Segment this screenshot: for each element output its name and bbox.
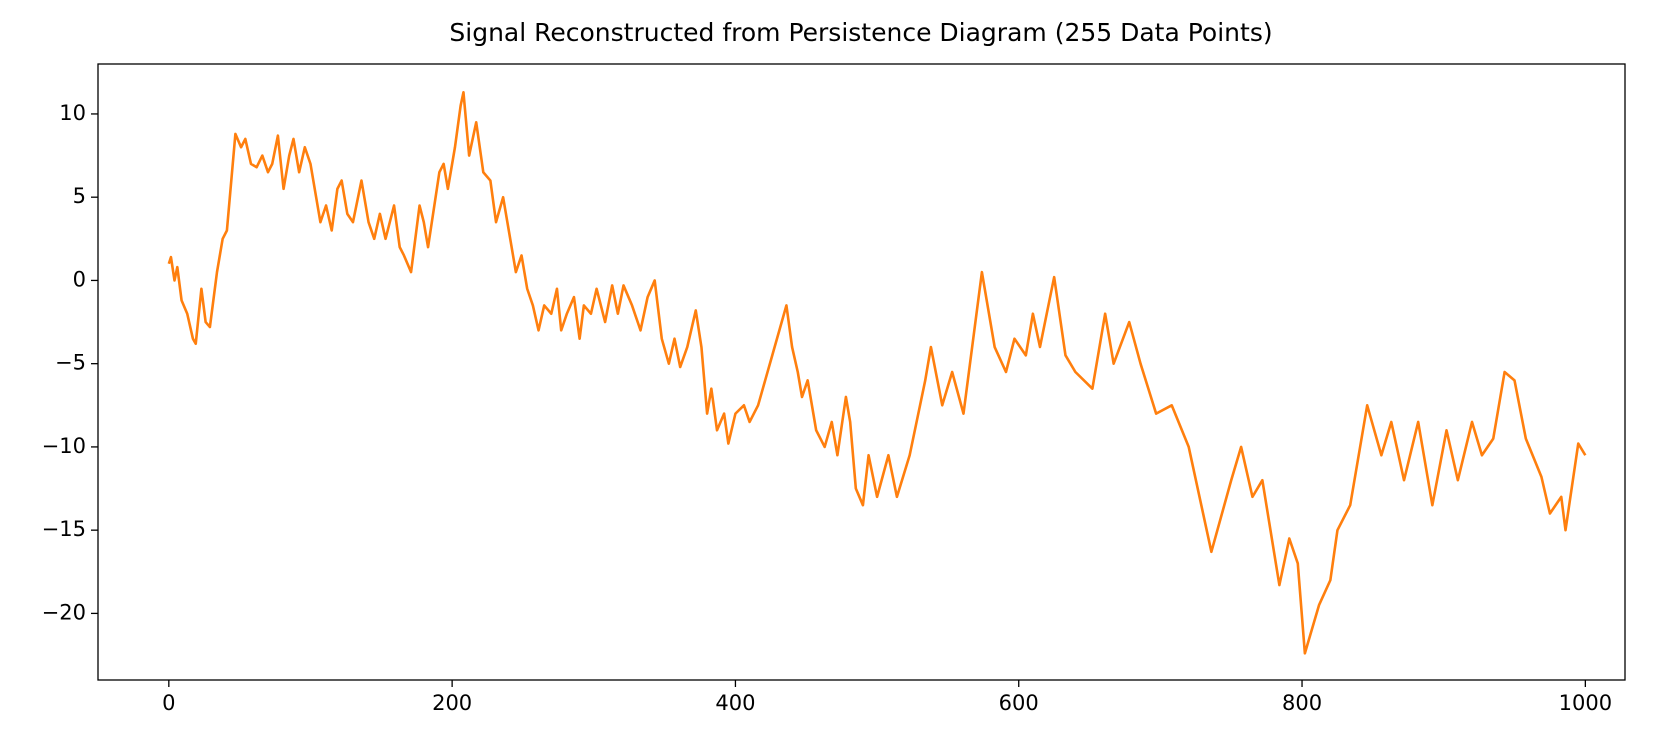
y-tick-label: 0 (73, 267, 86, 291)
line-series (167, 91, 1587, 655)
x-tick-label: 400 (715, 691, 755, 715)
y-tick-label: −10 (42, 434, 86, 458)
y-tick-label: −15 (42, 517, 86, 541)
x-tick-label: 800 (1282, 691, 1322, 715)
plot-frame (97, 63, 1626, 681)
y-tick-label: −5 (55, 351, 86, 375)
y-tick-label: 10 (59, 101, 86, 125)
y-tick-label: 5 (73, 184, 86, 208)
chart-title: Signal Reconstructed from Persistence Di… (449, 18, 1272, 47)
x-tick-label: 1000 (1559, 691, 1612, 715)
x-tick-label: 0 (162, 691, 175, 715)
y-tick-label: −20 (42, 600, 86, 624)
x-tick-label: 200 (432, 691, 472, 715)
x-tick-label: 600 (999, 691, 1039, 715)
